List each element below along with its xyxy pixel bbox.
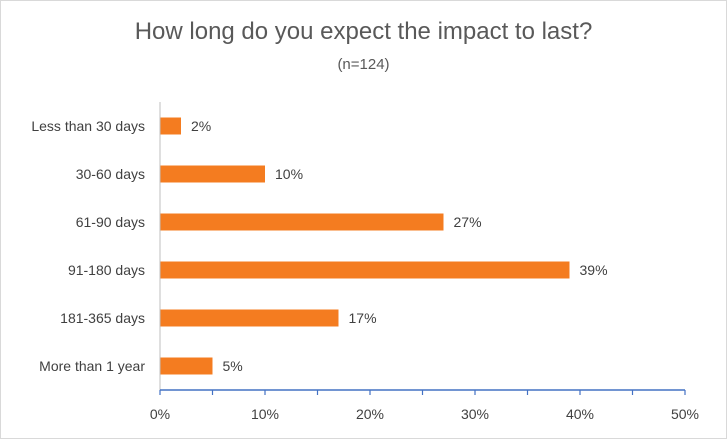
data-label: 17% [349, 310, 377, 326]
x-tick-labels: 0% 10% 20% 30% 40% 50% [150, 406, 699, 422]
x-tick-label: 30% [461, 406, 489, 422]
chart-title: How long do you expect the impact to las… [134, 18, 593, 45]
bar [160, 165, 265, 183]
axes [159, 102, 686, 395]
category-label: Less than 30 days [31, 118, 145, 134]
category-label: 91-180 days [68, 262, 145, 278]
category-label: 181-365 days [60, 310, 145, 326]
bar [160, 117, 181, 135]
bars-group [160, 117, 570, 375]
x-tick-label: 40% [566, 406, 594, 422]
x-tick-label: 20% [356, 406, 384, 422]
bar [160, 357, 213, 375]
data-label: 10% [275, 166, 303, 182]
bar [160, 213, 444, 231]
category-labels: Less than 30 days 30-60 days 61-90 days 91-… [31, 118, 145, 374]
chart-subtitle: (n=124) [337, 56, 390, 73]
data-label: 2% [191, 118, 211, 134]
data-label: 5% [223, 358, 243, 374]
category-label: 30-60 days [76, 166, 145, 182]
bar [160, 261, 570, 279]
data-label: 39% [580, 262, 608, 278]
bar [160, 309, 339, 327]
category-label: 61-90 days [76, 214, 145, 230]
x-tick-label: 10% [251, 406, 279, 422]
data-label: 27% [454, 214, 482, 230]
x-tick-label: 50% [671, 406, 699, 422]
data-labels: 2% 10% 27% 39% 17% 5% [191, 118, 608, 374]
category-label: More than 1 year [39, 358, 145, 374]
x-tick-label: 0% [150, 406, 170, 422]
